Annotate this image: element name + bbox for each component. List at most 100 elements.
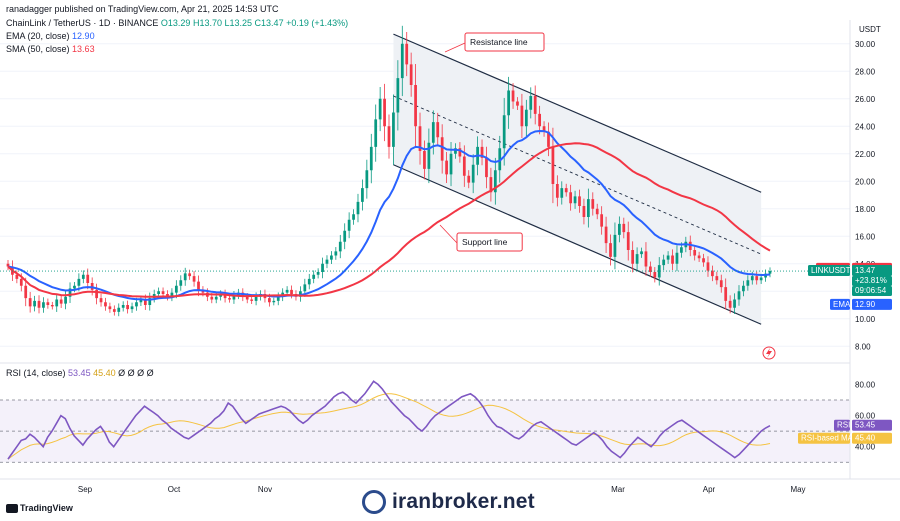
support-line[interactable] [393, 164, 762, 325]
candle-body [392, 112, 395, 147]
candle [418, 112, 422, 165]
candle-body [312, 274, 316, 279]
candle-body [210, 296, 214, 300]
candle-body [680, 247, 683, 253]
ema-tag-label-bg [830, 298, 850, 310]
rsi-ma-tag-label-bg [798, 432, 850, 444]
support-callout-text: Support line [462, 237, 508, 247]
candle [555, 175, 559, 207]
candle [551, 127, 555, 204]
symbol-line: ChainLink / TetherUS · 1D · BINANCE O13.… [6, 18, 348, 28]
candle [635, 247, 639, 271]
candle-body [46, 302, 50, 305]
candle-body [493, 170, 497, 193]
candle-body [719, 280, 723, 288]
candle-body [64, 296, 67, 304]
candle [666, 251, 670, 264]
candle [542, 121, 546, 137]
sma-legend[interactable]: SMA (50, close) 13.63 [6, 44, 95, 54]
sma-legend-value: 13.63 [72, 44, 95, 54]
candle [414, 63, 417, 148]
candle-body [675, 252, 679, 264]
candle-body [228, 298, 231, 300]
candle-body [179, 280, 183, 286]
candle-body [232, 295, 236, 300]
candle [640, 247, 643, 258]
candle-body [214, 296, 218, 300]
candle-body [480, 146, 484, 158]
candle [325, 255, 329, 269]
candle [228, 295, 231, 303]
rsi-legend[interactable]: RSI (14, close) 53.45 45.40 Ø Ø Ø Ø [6, 368, 154, 378]
candle-body [547, 131, 550, 147]
candle-body [374, 119, 378, 147]
candle [50, 301, 54, 310]
candle-body [77, 278, 81, 286]
price-tick-3: 24.00 [855, 122, 876, 131]
candle [170, 288, 174, 302]
x-tick-may: May [790, 485, 805, 494]
candle-body [272, 300, 276, 303]
candle-body [50, 305, 54, 307]
candle-body [569, 192, 573, 204]
rsi-ma-tag-value-bg [852, 432, 892, 444]
candle [117, 303, 121, 317]
candle-body [303, 284, 307, 292]
candle [112, 305, 116, 316]
candle-body [130, 306, 134, 310]
rsi-tick-2: 40.00 [855, 443, 876, 452]
candle-body [356, 201, 360, 215]
candle [37, 295, 41, 314]
candle-body [458, 148, 462, 157]
candle-body [471, 164, 475, 183]
candle-body [126, 305, 129, 310]
candle [81, 270, 85, 284]
last-price-tag-bg [852, 265, 892, 277]
candle [742, 280, 745, 297]
candle [706, 256, 710, 277]
candle [104, 297, 107, 311]
candle [600, 206, 604, 235]
candle [64, 291, 67, 310]
candle-body [409, 64, 413, 85]
candle-body [560, 188, 564, 198]
x-tick-mar: Mar [611, 485, 625, 494]
candle [649, 261, 652, 277]
candle [68, 282, 72, 303]
candle [347, 212, 351, 239]
candle-body [188, 273, 192, 277]
rsi-line [7, 380, 771, 460]
candle-body [524, 109, 528, 127]
resistance-line[interactable] [393, 33, 762, 193]
candle-body [617, 223, 621, 235]
candle-body [423, 151, 426, 169]
tradingview-logo-icon [6, 504, 18, 513]
candle-body [662, 259, 666, 266]
candle-body [742, 285, 745, 292]
candle [55, 293, 59, 312]
candle [498, 135, 502, 183]
candle [529, 87, 533, 119]
candle [6, 260, 10, 271]
rsi-pane: 80.00 60.00 40.00 [0, 380, 876, 463]
candle-body [489, 177, 493, 193]
candle-body [449, 153, 453, 175]
candle-body [396, 78, 400, 113]
candle [197, 275, 200, 297]
rsi-tag-label-bg [834, 419, 850, 431]
candle [427, 128, 431, 184]
candle [746, 275, 750, 291]
candle-body [582, 206, 586, 217]
candle-body [622, 223, 626, 233]
candle [458, 142, 462, 163]
tradingview-brand: TradingView [20, 503, 73, 513]
candle-body [591, 199, 595, 209]
x-tick-oct: Oct [168, 485, 181, 494]
candle-body [440, 137, 444, 161]
ema-legend[interactable]: EMA (20, close) 12.90 [6, 31, 95, 41]
candle-body [42, 302, 45, 308]
channel-midline[interactable] [393, 95, 762, 255]
x-tick-apr: Apr [703, 485, 716, 494]
candle [121, 301, 125, 312]
